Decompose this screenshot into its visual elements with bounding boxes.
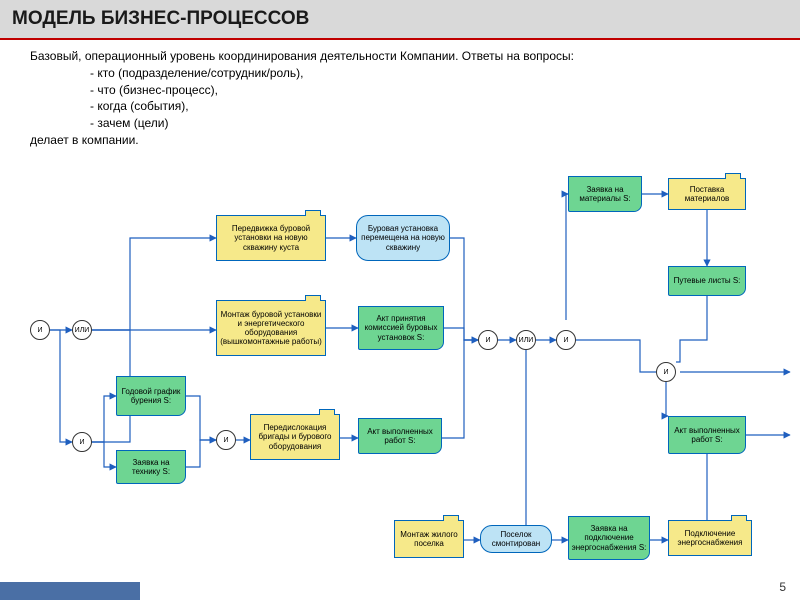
gate-g5: И [478, 330, 498, 350]
node-n_route: Путевые листы S: [668, 266, 746, 296]
node-n_act2: Акт выполненных работ S: [358, 418, 442, 454]
node-n_conn: Подключение энергоснабжения [668, 520, 752, 556]
node-n_plan: Годовой график бурения S: [116, 376, 186, 416]
node-n_act3: Акт выполненных работ S: [668, 416, 746, 454]
page-number: 5 [779, 580, 786, 594]
flowchart-canvas: И ИЛИ И И И ИЛИ И И Передвижка буровой установки… [0, 0, 800, 600]
node-n_tech: Заявка на технику S: [116, 450, 186, 484]
node-n_move: Передвижка буровой установки на новую ск… [216, 215, 326, 261]
node-n_supply: Поставка материалов [668, 178, 746, 210]
gate-g2: ИЛИ [72, 320, 92, 340]
node-n_mount: Монтаж буровой установки и энергетическо… [216, 300, 326, 356]
node-n_camp: Монтаж жилого поселка [394, 520, 464, 558]
node-n_camps: Поселок смонтирован [480, 525, 552, 553]
node-n_power: Заявка на подключение энергоснабжения S: [568, 516, 650, 560]
footer-accent [0, 582, 140, 600]
node-n_act1: Акт принятия комиссией буровых установок… [358, 306, 444, 350]
gate-g6: ИЛИ [516, 330, 536, 350]
node-n_redeploy: Передислокация бригады и бурового оборуд… [250, 414, 340, 460]
gate-g1: И [30, 320, 50, 340]
gate-g4: И [216, 430, 236, 450]
node-n_rig: Буровая установка перемещена на новую ск… [356, 215, 450, 261]
node-n_mat: Заявка на материалы S: [568, 176, 642, 212]
gate-g8: И [656, 362, 676, 382]
gate-g7: И [556, 330, 576, 350]
gate-g3: И [72, 432, 92, 452]
